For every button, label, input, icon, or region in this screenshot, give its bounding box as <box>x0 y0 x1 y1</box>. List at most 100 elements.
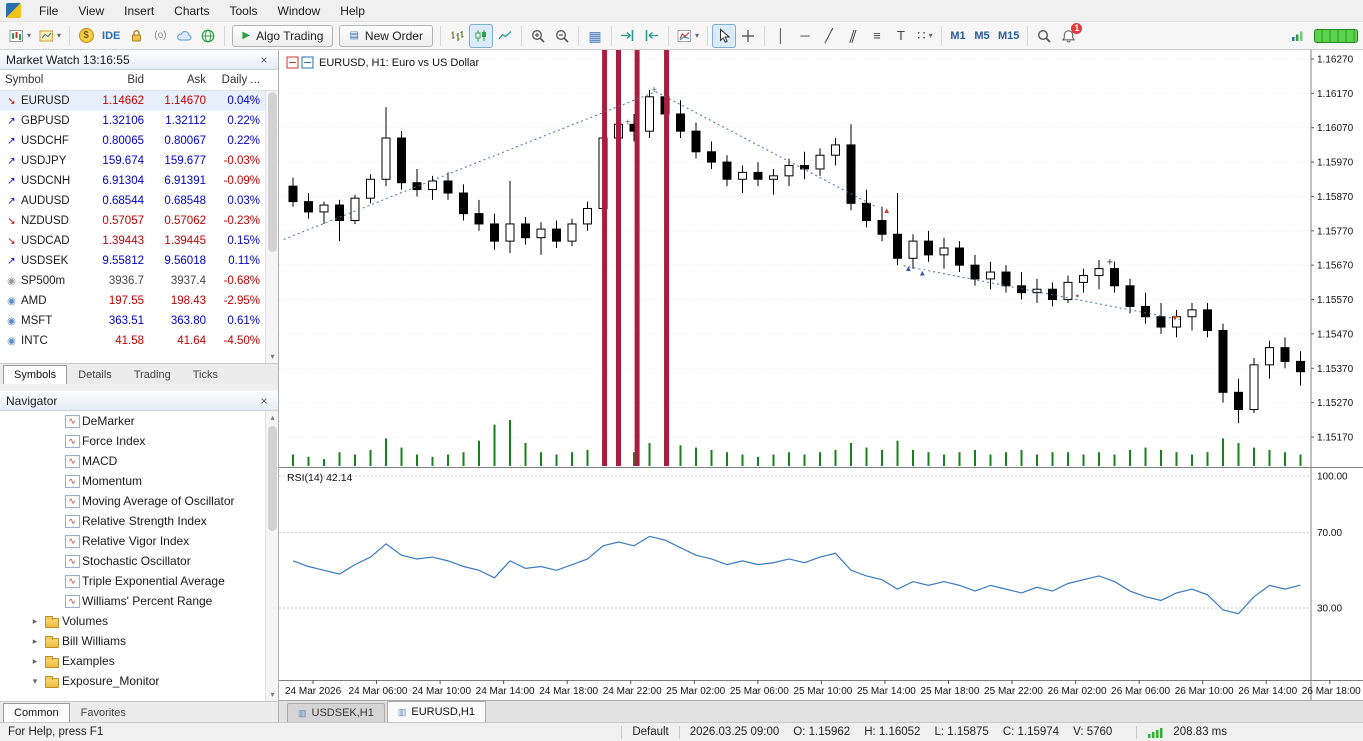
navigator-item-stochastic-oscillator[interactable]: ∿ Stochastic Oscillator <box>0 551 278 571</box>
candles-mode-button[interactable] <box>468 23 493 48</box>
navigator-item-volumes[interactable]: ▸ Volumes <box>0 611 278 631</box>
trendline-button[interactable]: ╱ <box>825 28 833 43</box>
price-chart[interactable]: 1.16270 1.16170 1.16070 1.15970 1.15870 1.157… <box>279 50 1363 700</box>
market-watch-row-usdcnh[interactable]: ↗ USDCNH 6.91304 6.91391 -0.09% <box>0 171 278 191</box>
navigator-item-demarker[interactable]: ∿ DeMarker <box>0 411 278 431</box>
cursor-button[interactable] <box>711 23 736 48</box>
svg-text:1.15270: 1.15270 <box>1317 398 1354 409</box>
navigator-close-icon[interactable]: × <box>260 393 268 408</box>
navigator-item-relative-strength-index[interactable]: ∿ Relative Strength Index <box>0 511 278 531</box>
profiles-button[interactable]: ▾ <box>35 24 65 48</box>
navigator-item-label: Triple Exponential Average <box>82 574 225 588</box>
menu-insert[interactable]: Insert <box>124 3 155 18</box>
zoom-in-button[interactable] <box>526 24 550 48</box>
chevron-collapsed-icon[interactable]: ▸ <box>32 635 38 646</box>
menu-help[interactable]: Help <box>340 3 365 18</box>
market-watch-tab-symbols[interactable]: Symbols <box>3 365 68 385</box>
scrollbar-thumb[interactable] <box>267 92 277 252</box>
navigator-tab-common[interactable]: Common <box>3 703 70 722</box>
menu-view[interactable]: View <box>78 3 105 18</box>
community-button[interactable] <box>196 24 220 48</box>
panel-splitter[interactable] <box>0 384 278 391</box>
chart-shift-button[interactable] <box>640 24 664 48</box>
market-watch-tab-trading[interactable]: Trading <box>133 369 171 381</box>
market-watch-row-usdchf[interactable]: ↗ USDCHF 0.80065 0.80067 0.22% <box>0 131 278 151</box>
navigator-scrollbar[interactable]: ▴ ▾ <box>265 411 278 701</box>
menu-file[interactable]: File <box>39 3 59 18</box>
market-watch-row-usdcad[interactable]: ↘ USDCAD 1.39443 1.39445 0.15% <box>0 231 278 251</box>
market-watch-row-usdsek[interactable]: ↗ USDSEK 9.55812 9.56018 0.11% <box>0 251 278 271</box>
column-header-symbol[interactable]: Symbol <box>5 74 44 86</box>
status-profile[interactable]: Default <box>632 726 669 738</box>
crosshair-button[interactable] <box>736 24 760 48</box>
zoom-out-button[interactable] <box>550 24 574 48</box>
navigator-item-exposure-monitor[interactable]: ▾ Exposure_Monitor <box>0 671 278 691</box>
market-watch-row-eurusd[interactable]: ↘ EURUSD 1.14662 1.14670 0.04% <box>0 91 278 111</box>
scrollbar-thumb[interactable] <box>267 426 277 531</box>
market-watch-row-nzdusd[interactable]: ↘ NZDUSD 0.57057 0.57062 -0.23% <box>0 211 278 231</box>
fibonacci-button[interactable]: ≡ <box>873 28 881 43</box>
menu-tools[interactable]: Tools <box>229 3 258 18</box>
navigator-tab-favorites[interactable]: Favorites <box>80 707 126 719</box>
timeframe-m5-button[interactable]: M5 <box>974 29 990 42</box>
market-watch-header: Symbol Bid Ask Daily ... <box>0 70 278 91</box>
chart-tab-usdsek-h1[interactable]: ▥ USDSEK,H1 <box>287 703 385 722</box>
bars-mode-button[interactable] <box>445 24 469 48</box>
navigator-item-macd[interactable]: ∿ MACD <box>0 451 278 471</box>
auto-scroll-button[interactable] <box>616 24 640 48</box>
channel-button[interactable]: ∥ <box>847 28 859 43</box>
battery-indicator[interactable] <box>1314 28 1358 43</box>
market-watch-row-sp500m[interactable]: ◉ SP500m 3936.7 3937.4 -0.68% <box>0 271 278 291</box>
new-chart-button[interactable]: ▾ <box>5 24 35 48</box>
market-watch-row-msft[interactable]: ◉ MSFT 363.51 363.80 0.61% <box>0 311 278 331</box>
objects-button[interactable]: ∷ ▾ <box>917 28 933 43</box>
navigator-item-bill-williams[interactable]: ▸ Bill Williams <box>0 631 278 651</box>
timeframe-m15-button[interactable]: M15 <box>997 29 1020 42</box>
navigator-item-williams-percent-range[interactable]: ∿ Williams' Percent Range <box>0 591 278 611</box>
notifications-button[interactable]: 1 <box>1056 22 1083 48</box>
broadcast-button[interactable]: (o) <box>154 29 167 41</box>
chevron-collapsed-icon[interactable]: ▸ <box>32 615 38 626</box>
navigator-item-examples[interactable]: ▸ Examples <box>0 651 278 671</box>
cloud-button[interactable] <box>172 24 196 48</box>
market-watch-close-icon[interactable]: × <box>260 52 268 67</box>
navigator-item-force-index[interactable]: ∿ Force Index <box>0 431 278 451</box>
chevron-expanded-icon[interactable]: ▾ <box>32 675 38 686</box>
ide-button[interactable]: IDE <box>102 29 121 42</box>
signal-bars-icon[interactable] <box>1286 24 1310 48</box>
navigator-item-momentum[interactable]: ∿ Momentum <box>0 471 278 491</box>
market-watch-row-intc[interactable]: ◉ INTC 41.58 41.64 -4.50% <box>0 331 278 351</box>
scroll-up-icon[interactable]: ▴ <box>270 413 275 422</box>
column-header-daily[interactable]: Daily ... <box>221 74 260 86</box>
menu-charts[interactable]: Charts <box>174 3 210 18</box>
menu-window[interactable]: Window <box>277 3 321 18</box>
market-watch-tab-details[interactable]: Details <box>78 369 112 381</box>
navigator-item-relative-vigor-index[interactable]: ∿ Relative Vigor Index <box>0 531 278 551</box>
chart-tab-eurusd-h1[interactable]: ▥ EURUSD,H1 <box>386 701 486 722</box>
market-watch-row-amd[interactable]: ◉ AMD 197.55 198.43 -2.95% <box>0 291 278 311</box>
market-watch-row-gbpusd[interactable]: ↗ GBPUSD 1.32106 1.32112 0.22% <box>0 111 278 131</box>
market-symbols-button[interactable]: $ <box>74 24 98 48</box>
column-header-ask[interactable]: Ask <box>186 74 206 86</box>
market-watch-tab-ticks[interactable]: Ticks <box>192 369 218 381</box>
column-header-bid[interactable]: Bid <box>127 74 144 86</box>
market-watch-scrollbar[interactable]: ▾ <box>265 91 278 363</box>
lock-button[interactable] <box>124 24 148 48</box>
timeframe-m1-button[interactable]: M1 <box>950 29 966 42</box>
scroll-down-icon[interactable]: ▾ <box>270 352 275 361</box>
chevron-collapsed-icon[interactable]: ▸ <box>32 655 38 666</box>
navigator-item-moving-average-of-oscillator[interactable]: ∿ Moving Average of Oscillator <box>0 491 278 511</box>
scroll-down-icon[interactable]: ▾ <box>270 690 275 699</box>
indicators-button[interactable]: ▾ <box>673 24 703 48</box>
line-mode-button[interactable] <box>493 24 517 48</box>
horizontal-line-button[interactable]: ─ <box>800 28 810 43</box>
market-watch-row-usdjpy[interactable]: ↗ USDJPY 159.674 159.677 -0.03% <box>0 151 278 171</box>
text-button[interactable]: T <box>896 28 905 43</box>
vertical-line-button[interactable]: │ <box>776 28 786 43</box>
search-button[interactable] <box>1032 24 1056 48</box>
market-watch-row-audusd[interactable]: ↗ AUDUSD 0.68544 0.68548 0.03% <box>0 191 278 211</box>
new-order-button[interactable]: ▤ New Order <box>339 24 433 47</box>
algo-trading-button[interactable]: ▶ Algo Trading <box>232 24 334 47</box>
tile-windows-button[interactable]: ▦ <box>588 27 602 44</box>
navigator-item-triple-exponential-average[interactable]: ∿ Triple Exponential Average <box>0 571 278 591</box>
